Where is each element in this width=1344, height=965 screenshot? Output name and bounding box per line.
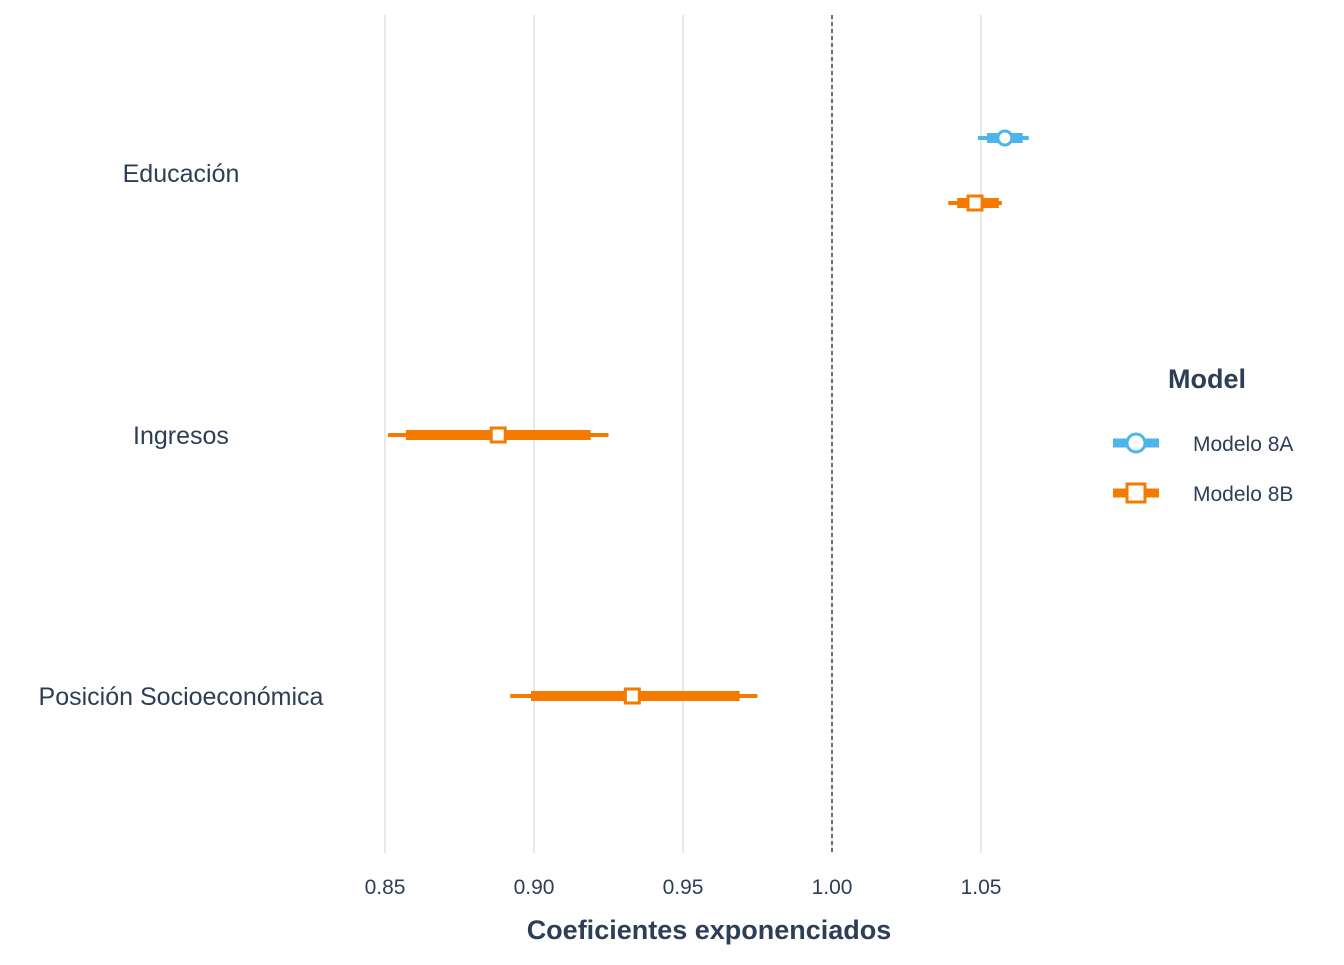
legend-key-marker <box>1125 432 1147 454</box>
x-tick-label: 1.00 <box>812 876 853 899</box>
x-tick-label: 1.05 <box>961 876 1002 899</box>
y-axis-label: Posición Socioeconómica <box>39 683 324 711</box>
y-axis-labels: Educación Ingresos Posición Socioeconómica <box>39 160 324 711</box>
estimate-mark <box>978 129 1029 147</box>
estimate-point <box>623 687 641 705</box>
estimate-point <box>966 194 984 212</box>
legend: Model Modelo 8A Modelo 8B <box>1113 364 1293 506</box>
legend-item: Modelo 8A <box>1113 432 1293 456</box>
estimate-point <box>489 426 507 444</box>
estimate-mark <box>510 687 758 705</box>
y-axis-label: Educación <box>123 160 240 188</box>
x-axis-title: Coeficientes exponenciados <box>527 915 892 945</box>
x-tick-label: 0.85 <box>365 876 406 899</box>
x-axis-tick-labels: 0.85 0.90 0.95 1.00 1.05 <box>365 876 1002 899</box>
x-tick-label: 0.90 <box>514 876 555 899</box>
grid-layer <box>384 15 982 853</box>
estimate-point <box>996 129 1014 147</box>
legend-items: Modelo 8A Modelo 8B <box>1113 432 1293 506</box>
legend-label: Modelo 8B <box>1193 483 1293 506</box>
y-axis-label: Ingresos <box>133 422 229 450</box>
estimate-mark <box>387 426 609 444</box>
estimate-mark <box>948 194 1002 212</box>
legend-item: Modelo 8B <box>1113 482 1293 506</box>
estimate-marks <box>387 129 1029 705</box>
legend-key-marker <box>1125 482 1147 504</box>
x-tick-label: 0.95 <box>663 876 704 899</box>
legend-title: Model <box>1168 364 1246 394</box>
legend-label: Modelo 8A <box>1193 433 1293 456</box>
